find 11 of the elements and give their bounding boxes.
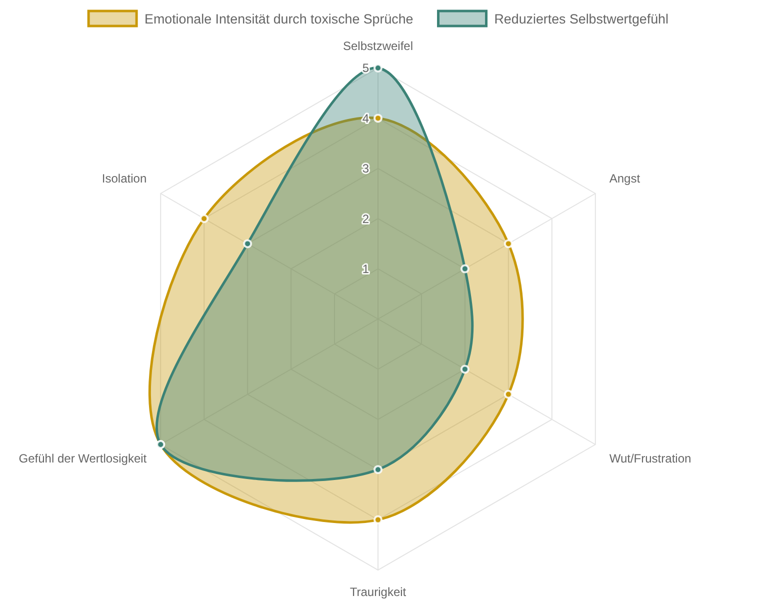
spoke-label: Selbstzweifel [342, 39, 414, 53]
y-tick-label: 1 [362, 262, 370, 276]
legend-label: Emotionale Intensität durch toxische Sprüche [144, 12, 414, 26]
spoke-label: Isolation [102, 172, 147, 186]
y-tick-label: 3 [362, 162, 370, 176]
y-tick-label: 2 [362, 212, 370, 226]
spoke-label: Wut/Frustration [609, 452, 692, 466]
spoke-label: Traurigkeit [350, 585, 407, 599]
legend-label: Reduziertes Selbstwertgefühl [494, 12, 668, 26]
spoke-label: Angst [609, 172, 641, 186]
spoke-label: Gefühl der Wertlosigkeit [18, 452, 148, 466]
